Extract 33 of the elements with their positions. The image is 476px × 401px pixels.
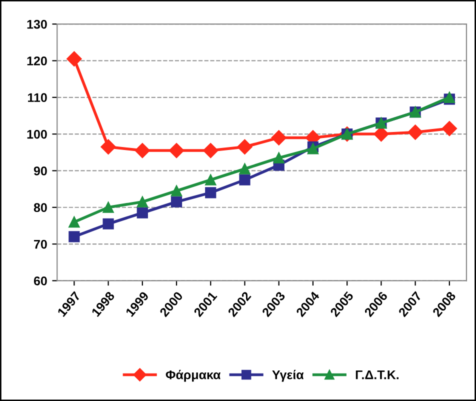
point (205, 187, 216, 198)
y-tick-label: 130 (27, 20, 47, 29)
point (68, 231, 80, 242)
point (68, 216, 80, 228)
point (271, 130, 286, 146)
legend-label: Φάρμακα (166, 370, 221, 382)
legend-label: Υγεία (272, 370, 304, 382)
point (205, 174, 216, 186)
point (136, 196, 148, 208)
point (170, 185, 182, 196)
point (203, 142, 218, 158)
y-tick-label: 80 (34, 203, 47, 212)
point (239, 174, 250, 186)
point (170, 196, 182, 208)
y-tick-label: 120 (27, 56, 47, 66)
y-tick-label: 60 (34, 276, 47, 286)
y-tick-label: 110 (28, 93, 47, 102)
point (102, 202, 114, 213)
y-tick-label: 90 (34, 166, 47, 176)
y-tick-label: 70 (34, 240, 47, 249)
point (102, 218, 114, 230)
point (239, 163, 250, 174)
point (237, 139, 252, 154)
point (100, 139, 116, 154)
y-tick-label: 100 (27, 130, 47, 139)
legend-label: Γ.Δ.Τ.Κ. (356, 370, 399, 380)
point (66, 51, 82, 66)
point (442, 120, 457, 136)
point (136, 207, 148, 218)
point (134, 142, 150, 158)
point (273, 152, 284, 164)
point (168, 142, 184, 158)
point (408, 124, 423, 140)
